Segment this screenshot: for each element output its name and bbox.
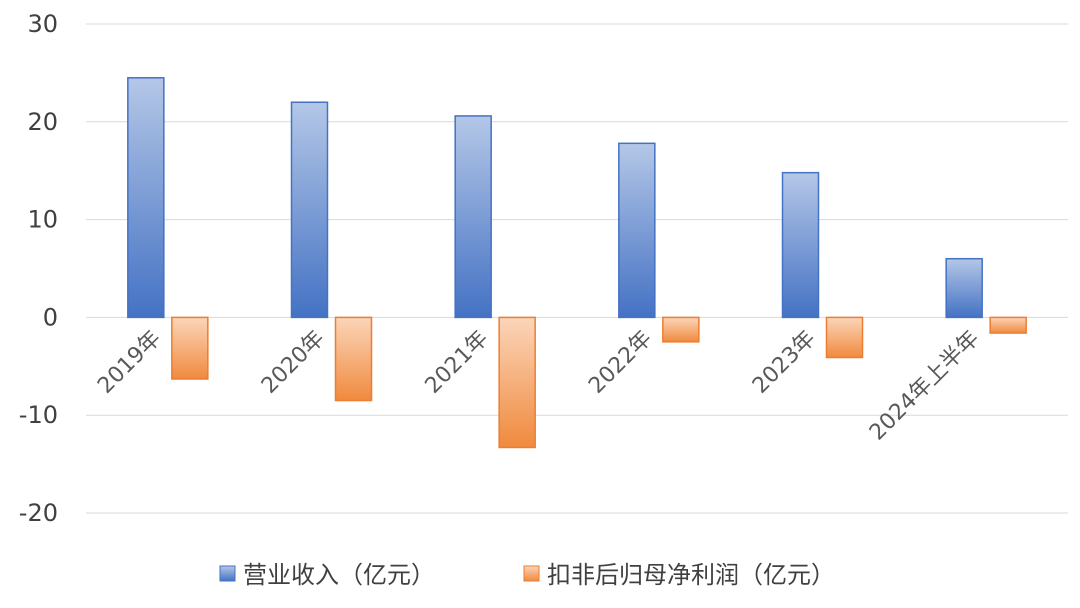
legend-item-net-profit: 扣非后归母净利润（亿元） xyxy=(523,561,835,589)
bar-revenue xyxy=(618,142,656,319)
legend-label-net-profit: 扣非后归母净利润（亿元） xyxy=(547,561,835,589)
gridlines xyxy=(86,23,1068,514)
bar-net-profit xyxy=(498,316,536,449)
legend-item-revenue: 营业收入（亿元） xyxy=(219,561,435,589)
bar-net-profit xyxy=(171,316,209,380)
legend: 营业收入（亿元） 扣非后归母净利润（亿元） xyxy=(219,561,835,589)
x-tick-label: 2024年上半年 xyxy=(865,326,985,446)
y-tick-label: 30 xyxy=(27,10,58,38)
bar-revenue xyxy=(127,77,165,319)
bar-revenue xyxy=(781,171,820,319)
legend-swatch-net-profit xyxy=(523,565,540,582)
bars xyxy=(127,77,1027,449)
y-tick-label: 0 xyxy=(43,303,58,331)
bar-net-profit xyxy=(825,316,864,359)
bar-net-profit xyxy=(989,316,1027,334)
bar-net-profit xyxy=(334,316,373,402)
x-tick-label: 2022年 xyxy=(584,326,657,399)
legend-label-revenue: 营业收入（亿元） xyxy=(243,561,435,589)
y-tick-label: -20 xyxy=(19,499,58,527)
bar-revenue xyxy=(454,115,492,319)
legend-swatch-revenue xyxy=(219,565,236,582)
bar-revenue xyxy=(945,257,983,319)
x-tick-label: 2021年 xyxy=(421,326,494,399)
x-tick-label: 2020年 xyxy=(257,326,330,399)
y-tick-label: 10 xyxy=(27,206,58,234)
bar-revenue xyxy=(290,101,329,319)
x-tick-label: 2019年 xyxy=(93,326,166,399)
y-tick-label: -10 xyxy=(19,401,58,429)
x-tick-label: 2023年 xyxy=(748,326,821,399)
y-axis-ticks: 30 20 10 0 -10 -20 xyxy=(19,10,58,527)
y-tick-label: 20 xyxy=(27,108,58,136)
bar-net-profit xyxy=(662,316,700,343)
